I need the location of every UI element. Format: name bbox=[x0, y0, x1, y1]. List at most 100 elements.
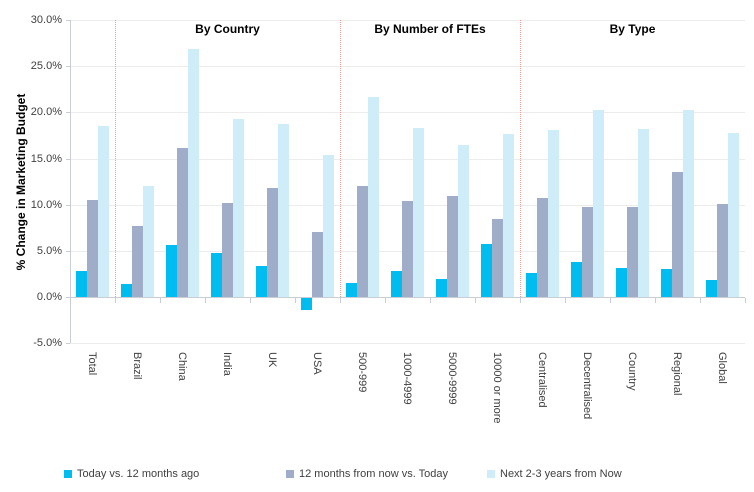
y-axis-title: % Change in Marketing Budget bbox=[14, 93, 28, 271]
x-tick bbox=[565, 298, 566, 303]
category-label: 5000-9999 bbox=[446, 352, 458, 405]
legend-item: Next 2-3 years from Now bbox=[487, 468, 622, 480]
bar bbox=[616, 268, 627, 297]
bar bbox=[492, 219, 503, 297]
legend-label: Next 2-3 years from Now bbox=[500, 468, 622, 480]
bar bbox=[211, 252, 222, 297]
bar bbox=[447, 196, 458, 297]
x-tick bbox=[610, 298, 611, 303]
category-label: Regional bbox=[671, 352, 683, 396]
category-label: Decentralised bbox=[581, 352, 593, 420]
y-tick bbox=[66, 250, 70, 252]
category-label: 500-999 bbox=[356, 352, 368, 393]
bar bbox=[177, 148, 188, 297]
y-tick-label: 25.0% bbox=[30, 60, 62, 73]
legend-item: 12 months from now vs. Today bbox=[286, 468, 448, 480]
y-tick bbox=[66, 297, 70, 298]
bar bbox=[87, 200, 98, 297]
bar bbox=[503, 133, 514, 297]
bar bbox=[143, 186, 154, 297]
bar bbox=[301, 298, 312, 310]
bar bbox=[132, 225, 143, 297]
bar bbox=[357, 186, 368, 297]
bar bbox=[627, 206, 638, 297]
bar bbox=[458, 144, 469, 297]
separator-line bbox=[520, 20, 521, 297]
y-tick-label: 5.0% bbox=[36, 244, 62, 257]
legend-swatch bbox=[64, 470, 72, 478]
x-tick bbox=[520, 298, 521, 303]
y-tick bbox=[66, 343, 70, 345]
bar bbox=[121, 284, 132, 297]
bar bbox=[76, 271, 87, 297]
bar bbox=[571, 261, 582, 297]
legend-swatch bbox=[286, 470, 294, 478]
bar bbox=[638, 129, 649, 297]
x-tick bbox=[430, 298, 431, 303]
bar bbox=[278, 123, 289, 297]
bar bbox=[323, 154, 334, 297]
bar bbox=[346, 283, 357, 297]
legend-label: Today vs. 12 months ago bbox=[77, 468, 200, 480]
x-tick bbox=[745, 298, 746, 303]
bar bbox=[256, 265, 267, 297]
bar bbox=[188, 48, 199, 297]
bar bbox=[717, 203, 728, 297]
x-tick bbox=[295, 298, 296, 303]
x-tick bbox=[115, 298, 116, 303]
category-label: Global bbox=[716, 352, 728, 384]
x-tick bbox=[250, 298, 251, 303]
x-tick bbox=[475, 298, 476, 303]
separator-line bbox=[115, 20, 116, 297]
y-tick-label: 0.0% bbox=[36, 291, 62, 303]
y-tick bbox=[66, 20, 70, 22]
legend-swatch bbox=[487, 470, 495, 478]
x-tick bbox=[700, 298, 701, 303]
category-label: 1000-4999 bbox=[401, 352, 413, 405]
group-title: By Type bbox=[609, 22, 656, 36]
bar bbox=[661, 269, 672, 297]
y-gridline bbox=[70, 343, 745, 345]
bar bbox=[706, 280, 717, 297]
category-label: Brazil bbox=[131, 352, 143, 380]
y-tick-label: 15.0% bbox=[30, 152, 62, 165]
bar bbox=[672, 172, 683, 297]
bar bbox=[593, 109, 604, 297]
category-label: India bbox=[221, 352, 233, 376]
bar bbox=[166, 245, 177, 297]
bar bbox=[481, 244, 492, 297]
category-label: UK bbox=[266, 352, 278, 368]
bar bbox=[526, 273, 537, 297]
x-tick bbox=[340, 298, 341, 303]
y-gridline bbox=[70, 112, 745, 114]
bar bbox=[683, 109, 694, 297]
legend-label: 12 months from now vs. Today bbox=[299, 468, 448, 480]
y-tick-label: -5.0% bbox=[33, 337, 62, 350]
legend-item: Today vs. 12 months ago bbox=[64, 468, 199, 480]
x-tick bbox=[385, 298, 386, 303]
y-gridline bbox=[70, 158, 745, 160]
x-tick bbox=[70, 298, 71, 303]
separator-line bbox=[340, 20, 341, 297]
bar bbox=[436, 279, 447, 297]
y-tick-label: 30.0% bbox=[30, 14, 62, 27]
category-label: 10000 or more bbox=[491, 352, 503, 424]
bar bbox=[267, 188, 278, 297]
category-label: Country bbox=[626, 352, 638, 391]
y-tick bbox=[66, 112, 70, 114]
x-axis-line bbox=[70, 297, 745, 298]
bar bbox=[582, 206, 593, 297]
bar bbox=[222, 202, 233, 297]
y-tick-label: 20.0% bbox=[30, 106, 62, 119]
y-tick bbox=[66, 204, 70, 206]
x-tick bbox=[205, 298, 206, 303]
bar bbox=[312, 232, 323, 297]
y-tick bbox=[66, 66, 70, 68]
category-label: China bbox=[176, 352, 188, 381]
x-tick bbox=[160, 298, 161, 303]
bar bbox=[537, 198, 548, 297]
category-label: Total bbox=[86, 352, 98, 376]
bar bbox=[402, 201, 413, 297]
y-tick-label: 10.0% bbox=[30, 198, 62, 211]
